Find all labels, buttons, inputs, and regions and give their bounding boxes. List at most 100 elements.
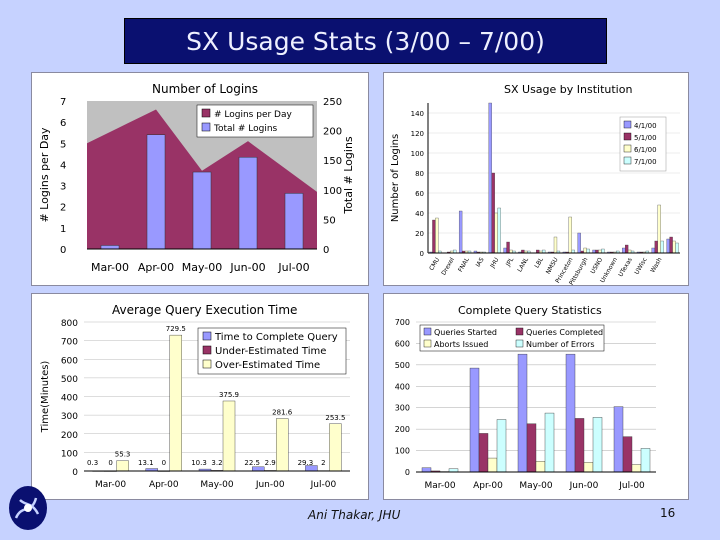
legend-label: Time to Complete Query bbox=[214, 332, 338, 343]
query-stats-chart-panel: Complete Query Statistics 0 100 200 300 400 50… bbox=[383, 293, 689, 500]
x-tick-label: LBL bbox=[533, 256, 545, 269]
institution-bar bbox=[432, 219, 436, 254]
y-tick-label: 1 bbox=[60, 224, 66, 235]
x-tick-label: CMU bbox=[428, 257, 441, 272]
x-tick-label: Jul-00 bbox=[277, 261, 309, 274]
institution-bar bbox=[488, 102, 492, 254]
institution-bar bbox=[491, 172, 495, 254]
query-stats-bar bbox=[517, 353, 528, 473]
y-tick-label: 600 bbox=[395, 339, 410, 348]
legend-swatch bbox=[515, 339, 524, 348]
y-tick-label: 2 bbox=[60, 203, 66, 214]
data-label: 253.5 bbox=[325, 414, 345, 422]
legend-label: 7/1/00 bbox=[634, 158, 657, 166]
exec-time-bar bbox=[251, 466, 265, 472]
data-label: 3.2 bbox=[211, 459, 222, 467]
legend-box bbox=[197, 327, 347, 375]
institution-chart: SX Usage by Institution 0 20 40 60 80 100 120 14… bbox=[390, 83, 680, 285]
legend-swatch bbox=[201, 108, 211, 118]
y-axis-label: Number of Logins bbox=[390, 134, 401, 222]
data-label: 55.3 bbox=[115, 451, 131, 459]
logins-chart-panel: Number of Logins 0 1 2 3 4 5 6 7 0 50 100 150 200 250 M… bbox=[31, 72, 369, 286]
query-stats-bar bbox=[592, 417, 603, 473]
legend-swatch bbox=[202, 359, 212, 369]
query-stats-bar bbox=[487, 457, 498, 473]
chart-title: Average Query Execution Time bbox=[112, 303, 297, 317]
exec-time-chart: Average Query Execution Time010020030040… bbox=[40, 303, 350, 490]
legend-swatch bbox=[202, 331, 212, 341]
y-tick-label: 7 bbox=[60, 97, 66, 108]
exec-time-bar bbox=[169, 334, 183, 472]
footer-author: Ani Thakar, JHU bbox=[308, 508, 401, 522]
exec-time-bar bbox=[275, 418, 289, 472]
y-tick-label: 20 bbox=[415, 230, 424, 238]
legend-label: Queries Started bbox=[434, 328, 497, 337]
x-tick-label: FNAL bbox=[457, 256, 471, 273]
y-tick-label: 140 bbox=[411, 110, 424, 118]
legend-box bbox=[196, 104, 314, 138]
institution-bar bbox=[666, 238, 670, 254]
y-tick-label: 300 bbox=[395, 404, 410, 413]
y2-tick-label: 200 bbox=[323, 127, 342, 138]
exec-time-chart-panel: Average Query Execution Time 0 100 200 300 40… bbox=[31, 293, 369, 500]
legend-swatch bbox=[515, 327, 524, 336]
x-tick-label: Jun-00 bbox=[569, 481, 599, 491]
data-label: 2.9 bbox=[265, 459, 276, 467]
institution-chart-panel: SX Usage by Institution 0 20 40 60 80 100 120 14… bbox=[383, 72, 689, 286]
x-tick-label: NMSU bbox=[545, 257, 560, 276]
institution-bar bbox=[494, 212, 498, 254]
institution-bar bbox=[568, 216, 572, 254]
x-tick-label: Mar-00 bbox=[91, 261, 129, 274]
y2-tick-label: 100 bbox=[323, 186, 342, 197]
x-tick-label: Apr-00 bbox=[149, 480, 179, 490]
data-label: 2 bbox=[321, 459, 325, 467]
data-label: 10.3 bbox=[191, 459, 207, 467]
page-number: 16 bbox=[660, 506, 676, 520]
legend-swatch bbox=[623, 144, 632, 153]
institution-bar bbox=[675, 242, 679, 254]
query-stats-bar bbox=[469, 367, 480, 473]
legend-swatch bbox=[623, 156, 632, 165]
y-tick-label: 100 bbox=[395, 447, 410, 456]
slide-title-text: SX Usage Stats (3/00 – 7/00) bbox=[186, 26, 545, 56]
y2-tick-label: 0 bbox=[323, 245, 329, 256]
chart-title: Number of Logins bbox=[152, 82, 258, 96]
x-tick-label: UWisc bbox=[633, 257, 648, 276]
data-label: 0 bbox=[108, 459, 112, 467]
query-stats-bar bbox=[583, 462, 594, 473]
y-tick-label: 120 bbox=[411, 130, 424, 138]
y-tick-label: 0 bbox=[420, 250, 424, 258]
query-stats-bar bbox=[631, 464, 642, 473]
x-tick-label: Mar-00 bbox=[424, 481, 455, 491]
exec-time-bar bbox=[329, 423, 342, 472]
query-stats-bar bbox=[622, 436, 633, 473]
query-stats-bar bbox=[421, 467, 432, 473]
slide-title: SX Usage Stats (3/00 – 7/00) bbox=[124, 18, 607, 64]
x-tick-label: Apr-00 bbox=[473, 481, 503, 491]
institution-bar bbox=[497, 207, 501, 254]
y-tick-label: 6 bbox=[60, 118, 66, 129]
legend-swatch bbox=[423, 327, 432, 336]
legend-label: 5/1/00 bbox=[634, 134, 657, 142]
institution-bar bbox=[553, 236, 558, 254]
legend-label: 6/1/00 bbox=[634, 146, 657, 154]
data-label: 729.5 bbox=[166, 325, 186, 333]
legend-swatch bbox=[423, 339, 432, 348]
y-tick-label: 0 bbox=[60, 245, 66, 256]
institution-bar bbox=[503, 247, 507, 254]
galaxy-logo-icon bbox=[6, 484, 50, 536]
institution-bar bbox=[651, 247, 655, 254]
query-stats-bar bbox=[478, 433, 489, 473]
query-stats-bar bbox=[526, 423, 537, 473]
x-tick-label: May-00 bbox=[519, 481, 552, 491]
y-tick-label: 800 bbox=[61, 319, 78, 329]
x-tick-label: Jun-00 bbox=[229, 261, 265, 274]
y-tick-label: 500 bbox=[395, 361, 410, 370]
query-stats-bar bbox=[640, 448, 651, 473]
y-tick-label: 400 bbox=[61, 394, 78, 404]
query-stats-chart: Complete Query Statistics 0 100 200 300 400 50… bbox=[395, 304, 656, 491]
x-tick-label: May-00 bbox=[182, 261, 223, 274]
x-tick-label: Jun-00 bbox=[255, 480, 285, 490]
data-label: 22.5 bbox=[244, 459, 260, 467]
legend-swatch bbox=[623, 120, 632, 129]
